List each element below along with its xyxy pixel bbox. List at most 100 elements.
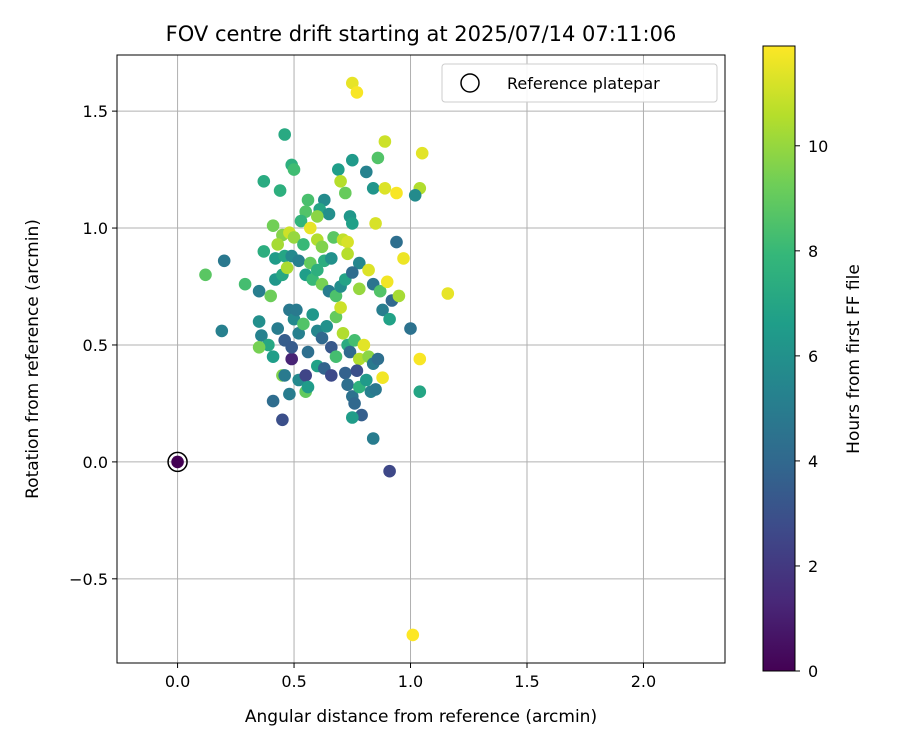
scatter-point [266,394,280,408]
x-tick-label: 2.0 [631,672,656,691]
scatter-point [329,289,343,303]
scatter-point [301,345,315,359]
scatter-point [369,217,382,230]
scatter-point [255,329,268,342]
scatter-point [413,352,427,366]
scatter-point [285,341,299,354]
plot-frame [116,54,726,664]
scatter-point [353,282,366,296]
scatter-point [299,369,313,382]
scatter-point [346,411,359,424]
colorbar-tick-label: 10 [808,137,828,156]
scatter-point [371,151,385,165]
scatter-point [378,182,392,195]
scatter-point [238,277,252,291]
scatter-point [383,464,396,478]
scatter-point [413,385,427,399]
scatter-point [287,231,301,244]
scatter-point [353,256,366,270]
scatter-point [366,432,380,445]
chart-title: FOV centre drift starting at 2025/07/14 … [166,22,677,46]
scatter-point [378,135,392,148]
x-axis-ticks: 0.0 0.5 1.0 1.5 2.0 [165,663,656,691]
scatter-point [350,86,364,99]
scatter-point [369,383,382,396]
scatter-point [257,245,271,258]
colorbar-tick-label: 2 [808,557,818,576]
scatter-point [294,214,308,228]
scatter-point [383,312,396,326]
scatter-point [415,146,429,160]
x-axis-title: Angular distance from reference (arcmin) [245,707,597,727]
scatter-point [392,289,406,303]
scatter-point [380,275,394,289]
scatter-point [320,320,334,333]
x-tick-label: 1.5 [514,672,539,691]
scatter-point [357,338,371,352]
colorbar-tick-label: 6 [808,347,818,366]
x-tick-label: 0.5 [281,672,306,691]
scatter-point [441,287,455,300]
scatter-point [252,315,266,328]
legend-box [441,63,718,103]
scatter-point [325,369,338,382]
scatter-point [346,266,359,279]
scatter-point [373,284,387,298]
scatter-point [311,263,324,277]
y-tick-label: 1.5 [83,102,108,121]
y-tick-label: −0.5 [69,570,108,589]
scatter-point [266,350,280,364]
scatter-point [252,341,266,354]
scatter-point [266,219,280,232]
scatter-point [280,261,294,275]
scatter-point [311,210,324,223]
scatter-point [297,317,310,331]
scatter-point [325,341,338,354]
scatter-point [264,289,278,303]
scatter-point [301,193,315,207]
y-tick-label: 1.0 [83,219,108,238]
grid-lines [117,55,725,663]
scatter-point [306,273,320,286]
scatter-point [304,221,317,235]
legend: Reference platepar [441,63,718,103]
x-tick-label: 1.0 [398,672,423,691]
scatter-point [322,207,336,221]
scatter-point [292,254,306,268]
scatter-point [285,352,299,366]
legend-reference-marker [460,73,480,93]
scatter-point [329,310,343,324]
y-tick-label: 0.0 [83,453,108,472]
scatter-point [339,186,352,200]
y-axis-title: Rotation from reference (arcmin) [23,219,43,499]
reference-marker [167,451,188,473]
scatter-point [346,217,359,230]
colorbar-tick-label: 4 [808,452,818,471]
scatter-point [350,364,364,378]
scatter-point [346,153,359,167]
colorbar [762,45,796,672]
scatter-point [252,284,266,298]
scatter-point [371,352,385,366]
reference-ring [167,451,188,473]
scatter-point [346,76,359,90]
scatter-point [215,324,229,338]
colorbar-title: Hours from first FF file [844,264,864,454]
scatter-point [366,182,380,195]
scatter-point [318,193,331,207]
scatter-point [271,238,285,251]
scatter-point [217,254,231,268]
scatter-point [341,247,354,261]
colorbar-ticks: 0 2 4 6 8 10 [795,137,828,681]
scatter-point [336,327,350,340]
scatter-point [315,331,329,345]
scatter-point [390,186,403,200]
scatter-point [397,252,410,265]
legend-label: Reference platepar [507,74,660,93]
scatter-point [271,322,285,335]
scatter-point [376,303,389,317]
scatter-point [341,378,354,392]
scatter-point [390,235,403,249]
scatter-point [327,231,340,244]
